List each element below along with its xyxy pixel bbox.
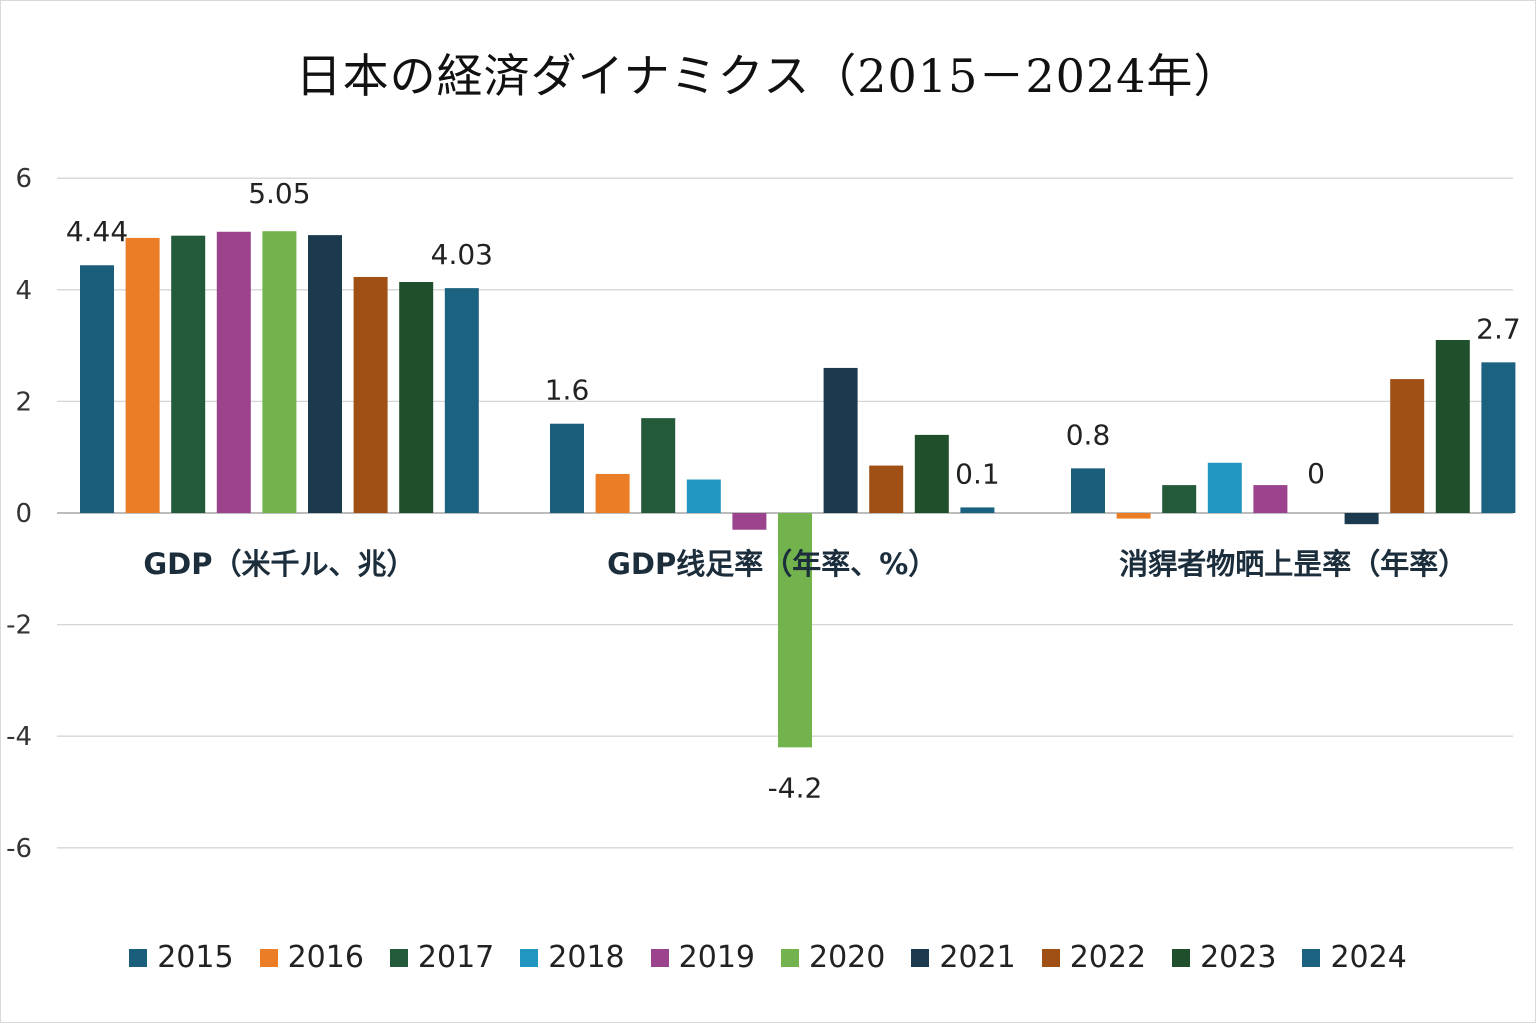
bar-2023 — [914, 434, 949, 513]
legend-swatch — [259, 948, 278, 967]
y-tick-label: 0 — [15, 499, 32, 529]
data-label: 1.6 — [545, 374, 590, 407]
y-tick-label: -2 — [6, 611, 32, 641]
bar-2018 — [1207, 462, 1242, 513]
bar-2021 — [308, 235, 342, 513]
bar-2024 — [1481, 362, 1516, 513]
bar-2016 — [1116, 513, 1151, 519]
legend-item-2016: 2016 — [259, 940, 364, 975]
legend-swatch — [389, 948, 408, 967]
legend-swatch — [781, 948, 799, 967]
y-tick-label: 4 — [15, 276, 32, 306]
legend: 2015 2016 2017 2018 2019 2020 2021 2022 2023 2024 — [0, 940, 1536, 975]
data-label: 0.8 — [1066, 418, 1111, 451]
data-label: -4.2 — [768, 771, 823, 804]
legend-label: 2017 — [417, 940, 495, 975]
legend-label: 2022 — [1069, 940, 1147, 975]
legend-label: 2024 — [1330, 940, 1407, 975]
bar-2017 — [641, 418, 676, 513]
legend-label: 2023 — [1200, 940, 1277, 975]
bar-2015 — [1071, 468, 1105, 513]
bar-2020 — [262, 231, 297, 513]
bar-2021 — [1344, 513, 1379, 525]
legend-swatch — [1041, 948, 1060, 967]
y-tick-label: 2 — [15, 387, 32, 417]
bar-2018 — [686, 479, 721, 513]
category-label: GDP（米千ル、兆） — [143, 547, 415, 581]
bar-2016 — [595, 473, 630, 513]
bar-2019 — [1253, 485, 1288, 513]
legend-swatch — [1302, 948, 1321, 967]
bar-2017 — [1162, 485, 1197, 513]
bar-2024 — [444, 288, 479, 513]
legend-swatch — [650, 948, 669, 967]
bar-2024 — [960, 507, 995, 513]
chart-title: 日本の経済ダイナミクス（2015－2024年） — [295, 49, 1241, 103]
legend-item-2015: 2015 — [129, 940, 234, 975]
legend-item-2023: 2023 — [1172, 940, 1276, 975]
data-label: 4.44 — [66, 215, 128, 248]
data-label: 5.05 — [248, 177, 310, 210]
bar-2022 — [1390, 379, 1425, 513]
bar-2022 — [353, 276, 388, 513]
legend-item-2021: 2021 — [911, 940, 1016, 975]
legend-swatch — [911, 948, 930, 967]
category-label: GDP线足率（年率、%） — [607, 547, 937, 581]
bar-2015 — [550, 423, 584, 513]
legend-item-2022: 2022 — [1041, 940, 1147, 975]
legend-label: 2016 — [287, 940, 364, 975]
legend-swatch — [129, 948, 148, 967]
bar-2015 — [80, 265, 114, 513]
legend-label: 2020 — [809, 940, 886, 975]
legend-item-2020: 2020 — [781, 940, 885, 975]
bar-2023 — [399, 281, 434, 513]
bar-2021 — [823, 367, 858, 513]
bar-2017 — [171, 235, 206, 513]
bar-2019 — [732, 513, 767, 530]
legend-label: 2015 — [157, 940, 234, 975]
y-tick-label: -6 — [6, 834, 32, 864]
y-tick-label: -4 — [6, 722, 32, 752]
y-tick-label: 6 — [15, 164, 32, 194]
bar-2022 — [869, 465, 904, 513]
bar-2019 — [216, 231, 251, 513]
data-label: 4.03 — [431, 238, 493, 271]
legend-label: 2019 — [678, 940, 755, 975]
data-label: 2.7 — [1476, 312, 1521, 345]
legend-label: 2021 — [939, 940, 1016, 975]
legend-item-2018: 2018 — [520, 940, 625, 975]
data-label: 0.1 — [955, 457, 1000, 490]
data-label: 0 — [1307, 457, 1325, 490]
legend-swatch — [1172, 948, 1191, 967]
legend-label: 2018 — [548, 940, 625, 975]
bar-2016 — [125, 237, 160, 513]
category-label: 消貋者物晒上昰率（年率） — [1119, 547, 1467, 581]
bar-2020 — [778, 513, 812, 748]
bar-2023 — [1435, 340, 1470, 513]
legend-item-2024: 2024 — [1302, 940, 1407, 975]
legend-swatch — [520, 948, 539, 967]
legend-item-2019: 2019 — [650, 940, 755, 975]
legend-item-2017: 2017 — [389, 940, 495, 975]
